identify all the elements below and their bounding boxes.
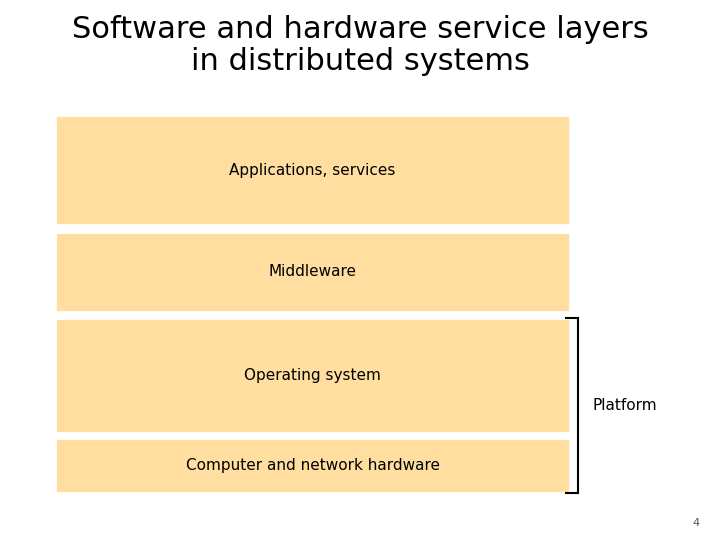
Text: in distributed systems: in distributed systems [191, 47, 529, 76]
Text: Computer and network hardware: Computer and network hardware [186, 458, 439, 473]
Text: Platform: Platform [592, 397, 657, 413]
Text: Middleware: Middleware [269, 265, 356, 280]
Bar [55, 438, 570, 493]
Text: Software and hardware service layers: Software and hardware service layers [71, 15, 649, 44]
Bar [55, 318, 570, 433]
Text: 4: 4 [693, 518, 700, 528]
Text: Applications, services: Applications, services [229, 163, 396, 178]
Bar [55, 115, 570, 225]
Text: Operating system: Operating system [244, 368, 381, 383]
Bar [55, 232, 570, 312]
